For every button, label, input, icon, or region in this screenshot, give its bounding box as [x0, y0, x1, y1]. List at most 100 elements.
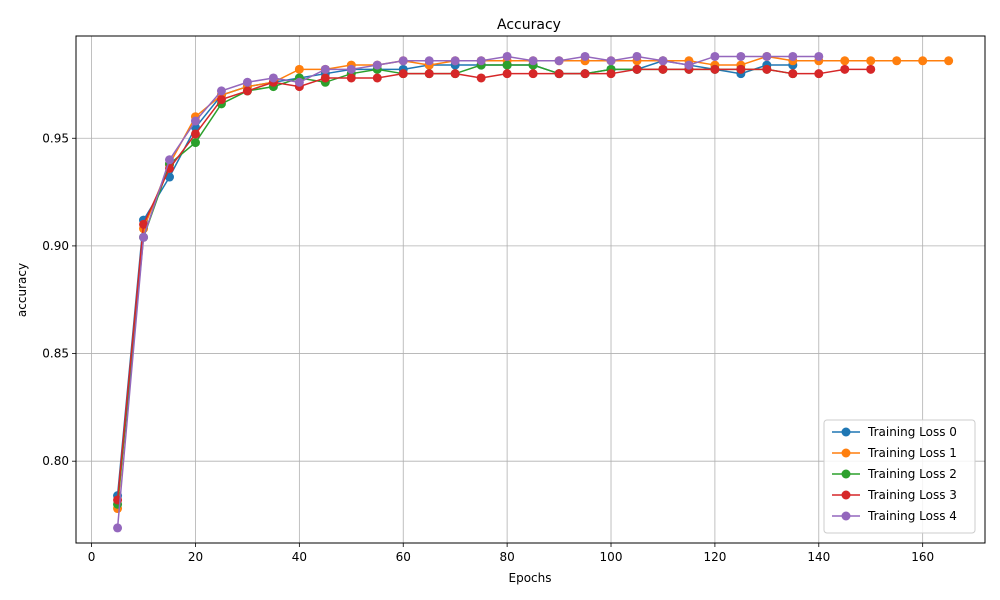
x-tick-label: 80 — [499, 550, 514, 564]
data-point — [424, 69, 434, 79]
legend-item: Training Loss 4 — [832, 509, 957, 523]
data-point — [320, 73, 330, 83]
series-4 — [113, 51, 824, 533]
plot-frame — [75, 35, 986, 544]
legend: Training Loss 0 Training Loss 1 Training L… — [823, 419, 976, 534]
data-point — [242, 77, 252, 87]
x-tick-label: 0 — [88, 550, 96, 564]
data-point — [113, 523, 123, 533]
data-point — [528, 56, 538, 66]
data-point — [684, 60, 694, 70]
data-point — [450, 56, 460, 66]
data-point — [788, 51, 798, 61]
x-tick-label: 20 — [188, 550, 203, 564]
legend-marker — [841, 490, 851, 500]
data-point — [736, 51, 746, 61]
legend-item: Training Loss 1 — [832, 446, 957, 460]
data-point — [320, 64, 330, 74]
data-point — [710, 64, 720, 74]
y-tick-label: 0.95 — [42, 131, 69, 145]
data-point — [372, 73, 382, 83]
data-point — [606, 56, 616, 66]
legend-label: Training Loss 2 — [867, 467, 957, 481]
legend-label: Training Loss 3 — [867, 488, 957, 502]
data-point — [554, 69, 564, 79]
data-point — [294, 77, 304, 87]
series-layer — [113, 51, 954, 533]
data-point — [346, 73, 356, 83]
data-point — [190, 138, 200, 148]
legend-label: Training Loss 0 — [867, 425, 957, 439]
data-point — [164, 155, 174, 165]
data-point — [762, 51, 772, 61]
data-point — [190, 116, 200, 126]
y-tick-label: 0.90 — [42, 239, 69, 253]
x-tick-label: 160 — [911, 550, 934, 564]
legend-item: Training Loss 2 — [832, 467, 957, 481]
data-point — [606, 69, 616, 79]
data-point — [762, 64, 772, 74]
data-point — [918, 56, 928, 66]
data-point — [554, 56, 564, 66]
legend-marker — [841, 511, 851, 521]
x-tick-label: 40 — [292, 550, 307, 564]
data-point — [814, 69, 824, 79]
data-point — [502, 51, 512, 61]
data-point — [632, 64, 642, 74]
chart-title: Accuracy — [497, 17, 561, 33]
legend-marker — [841, 448, 851, 458]
x-axis-label: Epochs — [509, 571, 552, 585]
x-tick-label: 120 — [703, 550, 726, 564]
data-point — [502, 60, 512, 70]
legend-item: Training Loss 0 — [832, 425, 957, 439]
data-point — [866, 64, 876, 74]
series-line — [116, 55, 819, 528]
data-point — [476, 73, 486, 83]
data-point — [502, 69, 512, 79]
y-axis-ticks: 0.80 0.85 0.90 0.95 — [42, 131, 76, 468]
data-point — [944, 56, 954, 66]
data-point — [840, 64, 850, 74]
data-point — [814, 51, 824, 61]
data-point — [866, 56, 876, 66]
data-point — [580, 69, 590, 79]
legend-label: Training Loss 4 — [867, 509, 957, 523]
data-point — [424, 56, 434, 66]
data-point — [242, 86, 252, 96]
data-point — [788, 69, 798, 79]
legend-label: Training Loss 1 — [867, 446, 957, 460]
y-axis-label: accuracy — [15, 263, 29, 317]
data-point — [892, 56, 902, 66]
data-point — [476, 56, 486, 66]
data-point — [216, 86, 226, 96]
data-point — [710, 51, 720, 61]
data-point — [268, 73, 278, 83]
data-point — [450, 69, 460, 79]
data-point — [139, 219, 149, 229]
x-axis-ticks: 0 20 40 60 80 100 120 140 160 — [88, 543, 934, 564]
data-point — [632, 51, 642, 61]
x-tick-label: 60 — [396, 550, 411, 564]
legend-marker — [841, 427, 851, 437]
data-point — [398, 69, 408, 79]
data-point — [346, 64, 356, 74]
legend-box — [823, 419, 976, 534]
data-point — [190, 129, 200, 139]
data-point — [840, 56, 850, 66]
data-point — [528, 69, 538, 79]
x-tick-label: 140 — [807, 550, 830, 564]
data-point — [658, 56, 668, 66]
legend-item: Training Loss 3 — [832, 488, 957, 502]
data-point — [372, 60, 382, 70]
y-tick-label: 0.80 — [42, 454, 69, 468]
data-point — [398, 56, 408, 66]
data-point — [580, 51, 590, 61]
data-point — [736, 64, 746, 74]
y-tick-label: 0.85 — [42, 347, 69, 361]
x-tick-label: 100 — [600, 550, 623, 564]
data-point — [139, 232, 149, 242]
data-point — [216, 95, 226, 105]
data-point — [294, 64, 304, 74]
data-point — [658, 64, 668, 74]
